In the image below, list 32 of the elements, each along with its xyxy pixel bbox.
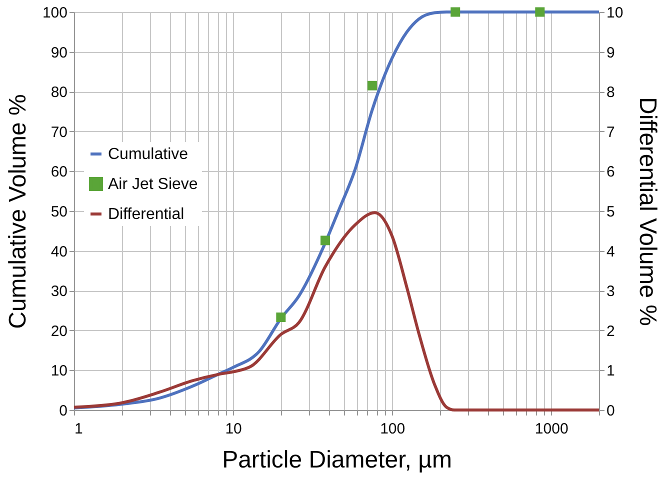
- x-tick-label: 100: [380, 420, 406, 438]
- y2-tick-label: 4: [606, 243, 615, 260]
- y-tick-label: 40: [50, 243, 68, 260]
- y-tick-label: 20: [50, 322, 68, 340]
- y2-tick-label: 2: [606, 322, 615, 340]
- y2-tick-label: 10: [606, 4, 624, 22]
- y2-tick-label: 7: [606, 124, 615, 141]
- x-axis-title: Particle Diameter, µm: [222, 446, 452, 474]
- y2-tick-label: 3: [606, 283, 615, 300]
- y-tick-label: 10: [50, 362, 68, 380]
- y-tick-label: 0: [59, 402, 68, 420]
- y-tick-label: 80: [50, 84, 68, 102]
- y2-axis-title: Differential Volume %: [634, 96, 662, 326]
- legend-label: Air Jet Sieve: [108, 176, 198, 193]
- x-tick-label: 10: [225, 420, 242, 438]
- x-tick-label: 1000: [534, 420, 568, 438]
- y-tick-label: 60: [50, 164, 68, 181]
- y-axis-title: Cumulative Volume %: [4, 94, 32, 329]
- y2-tick-label: 1: [606, 362, 615, 380]
- legend-label: Differential: [108, 206, 184, 223]
- y-tick-label: 70: [50, 124, 68, 141]
- y2-tick-label: 6: [606, 164, 615, 181]
- y-tick-label: 90: [50, 44, 68, 62]
- y-tick-label: 50: [50, 204, 68, 220]
- y-tick-label: 30: [50, 283, 68, 300]
- y-tick-label: 100: [42, 4, 68, 22]
- y2-tick-label: 8: [606, 84, 615, 102]
- x-tick-label: 1: [74, 420, 83, 438]
- y2-tick-label: 5: [606, 204, 615, 220]
- y2-tick-label: 9: [606, 44, 615, 62]
- legend-label: Cumulative: [108, 146, 188, 163]
- y2-tick-label: 0: [606, 402, 615, 420]
